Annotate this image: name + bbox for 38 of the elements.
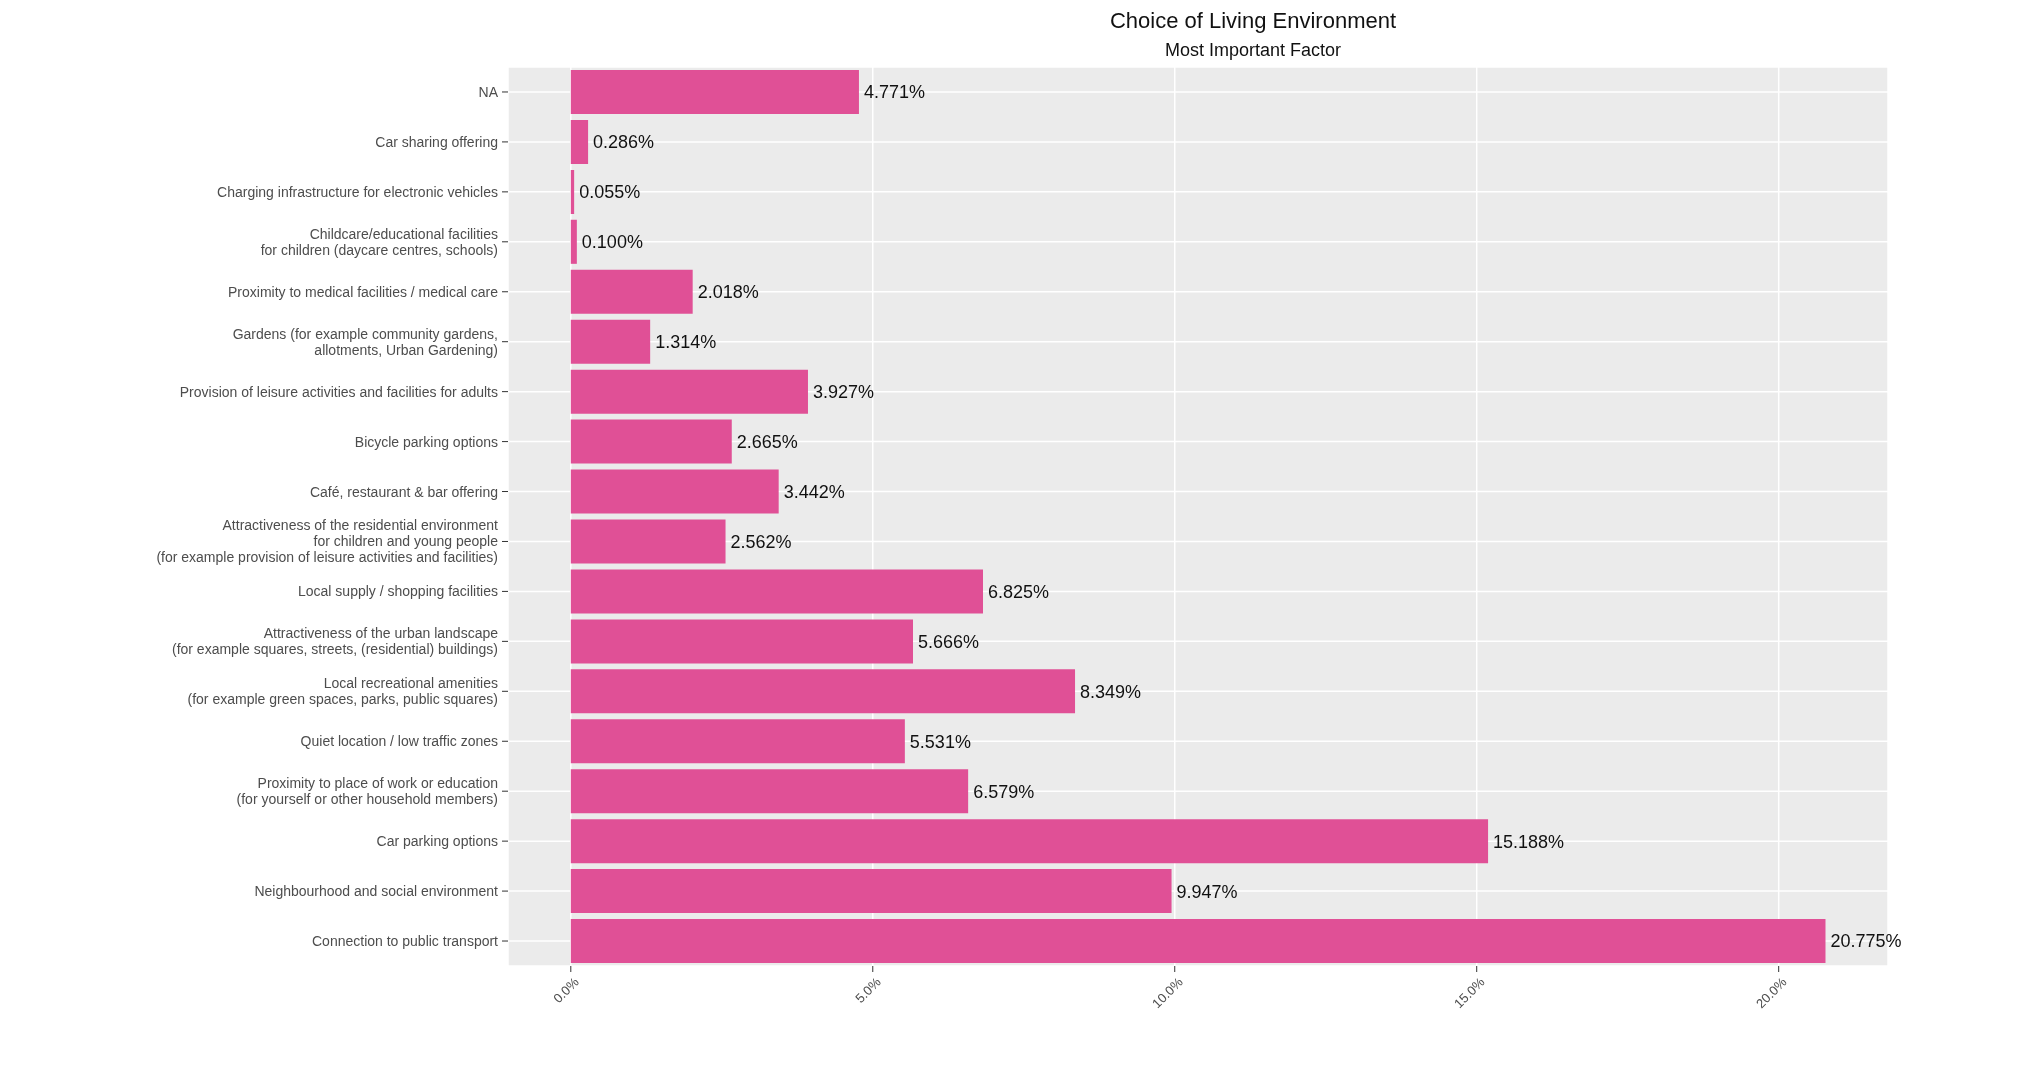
y-tick-label: Childcare/educational facilities for children (daycare centres, schools)	[260, 225, 498, 258]
data-label: 3.927%	[812, 382, 875, 403]
data-label: 2.018%	[697, 282, 759, 303]
data-label: 6.825%	[988, 581, 1050, 602]
data-label: 15.188%	[1493, 831, 1565, 852]
data-label: 5.531%	[909, 731, 971, 752]
data-label: 0.055%	[579, 182, 641, 203]
chart-subtitle: Most Important Factor	[1163, 40, 1343, 61]
data-label: 2.562%	[730, 531, 792, 552]
y-tick-label: Café, restaurant & bar offering	[309, 483, 498, 500]
chart-title: Choice of Living Environment	[1108, 8, 1398, 34]
data-label: 2.665%	[736, 432, 798, 452]
y-tick-label: Neighbourhood and social environment	[254, 883, 499, 900]
y-tick-label: Connection to public transport	[312, 933, 499, 950]
y-tick-label: Gardens (for example community gardens, allotments, Urban Gardening)	[232, 325, 498, 358]
y-tick-label: Local supply / shopping facilities	[297, 583, 498, 600]
y-tick-label: Attractiveness of the residential environment for children and young people (for example provision of leisure activities and facilities)	[156, 517, 499, 566]
data-label: 6.579%	[973, 781, 1035, 802]
data-label: 0.286%	[593, 132, 655, 153]
y-tick-label: Local recreational amenities (for example green spaces, parks, public squares)	[187, 675, 498, 708]
data-label: 8.349%	[1080, 681, 1142, 702]
data-label: 4.771%	[863, 82, 926, 103]
data-label: 20.775%	[1830, 931, 1902, 952]
data-label: 5.666%	[918, 631, 980, 652]
y-tick-label: Provision of leisure activities and facilities for adults	[179, 383, 498, 400]
y-tick-label: Proximity to place of work or education (for yourself or other household members)	[236, 775, 498, 808]
data-label: 3.442%	[783, 481, 845, 502]
data-label: 9.947%	[1176, 881, 1238, 902]
data-label: 0.100%	[581, 232, 643, 253]
y-tick-label: Attractiveness of the urban landscape (for example squares, streets, (residential) buildings)	[171, 625, 499, 658]
data-label: 1.314%	[655, 332, 717, 353]
y-tick-label: NA	[478, 83, 499, 100]
y-tick-label: Quiet location / low traffic zones	[300, 733, 498, 750]
y-tick-label: Car sharing offering	[375, 133, 498, 150]
y-tick-label: Proximity to medical facilities / medical care	[228, 283, 499, 300]
y-tick-label: Bicycle parking options	[354, 433, 498, 450]
y-tick-label: Car parking options	[376, 833, 498, 850]
y-tick-label: Charging infrastructure for electronic vehicles	[217, 183, 498, 200]
